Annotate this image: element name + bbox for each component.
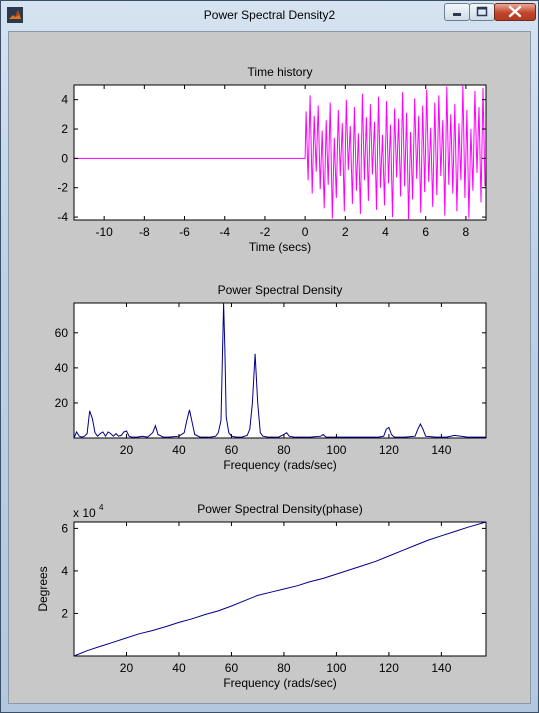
x-tick-label: -2 [260,225,271,239]
figure-area: -10 -8 -6 -4 -2 0 2 4 6 8 -4 -2 0 2 4 Time history Time … [8,31,531,704]
axes-title: Power Spectral Density(phase) [197,502,362,516]
minimize-button[interactable] [444,3,470,21]
x-tick-label: 2 [342,225,349,239]
x-tick-label: 60 [225,661,239,675]
y-tick-label: 2 [61,606,68,620]
matlab-icon [7,7,23,23]
axes-1[interactable]: -10 -8 -6 -4 -2 0 2 4 6 8 -4 -2 0 2 4 Time history Time … [57,65,487,254]
x-tick-label: -6 [179,225,190,239]
x-tick-label: 100 [326,443,346,457]
x-axis-label: Frequency (rads/sec) [223,458,336,472]
x-axis-label: Frequency (rads/sec) [223,676,336,690]
maximize-icon [476,6,488,17]
x-tick-label: 40 [172,661,186,675]
axes-2[interactable]: 20 40 60 80 100 120 140 20 40 60 Power Spectral De… [55,283,487,472]
x-tick-label: -4 [219,225,230,239]
x-tick-label: 80 [277,443,291,457]
x-tick-label: 100 [326,661,346,675]
y-exponent-value: 4 [99,503,104,512]
minimize-icon [453,13,461,16]
x-tick-label: 120 [379,443,399,457]
x-tick-label: 40 [172,443,186,457]
y-exponent-label: x 10 [73,506,96,520]
x-tick-label: 6 [422,225,429,239]
x-tick-label: 120 [379,661,399,675]
y-tick-label: 4 [61,93,68,107]
x-tick-label: -10 [95,225,113,239]
series-line [74,84,486,221]
y-tick-label: 40 [55,361,69,375]
x-tick-label: 20 [120,443,134,457]
title-bar[interactable]: Power Spectral Density2 [1,1,538,31]
y-axis-label: Degrees [36,566,50,611]
y-tick-label: 6 [61,521,68,535]
x-tick-label: 60 [225,443,239,457]
y-tick-label: 0 [61,151,68,165]
axes-title: Time history [248,65,313,79]
axes-title: Power Spectral Density [218,283,343,297]
y-tick-label: 4 [61,564,68,578]
x-tick-label: -8 [139,225,150,239]
maximize-button[interactable] [469,3,495,21]
axes-3[interactable]: 20 40 60 80 100 120 140 2 4 6 Power Spectral Densi… [36,502,487,690]
y-tick-label: -4 [57,210,68,224]
x-tick-label: 4 [382,225,389,239]
series-line [73,521,487,657]
x-axis-label: Time (secs) [249,240,311,254]
y-tick-label: 2 [61,122,68,136]
window-title: Power Spectral Density2 [203,8,336,22]
y-tick-label: 20 [55,396,69,410]
x-tick-label: 80 [277,661,291,675]
plots-canvas: -10 -8 -6 -4 -2 0 2 4 6 8 -4 -2 0 2 4 Time history Time … [36,65,487,690]
y-tick-label: -2 [57,181,68,195]
close-button[interactable] [494,3,536,21]
x-tick-label: 8 [463,225,470,239]
x-tick-label: 140 [431,661,451,675]
plot-area [73,302,487,439]
x-tick-label: 20 [120,661,134,675]
series-line [73,302,486,439]
x-tick-label: 0 [302,225,309,239]
x-tick-label: 140 [431,443,451,457]
y-tick-label: 60 [55,326,69,340]
close-icon [508,5,522,18]
